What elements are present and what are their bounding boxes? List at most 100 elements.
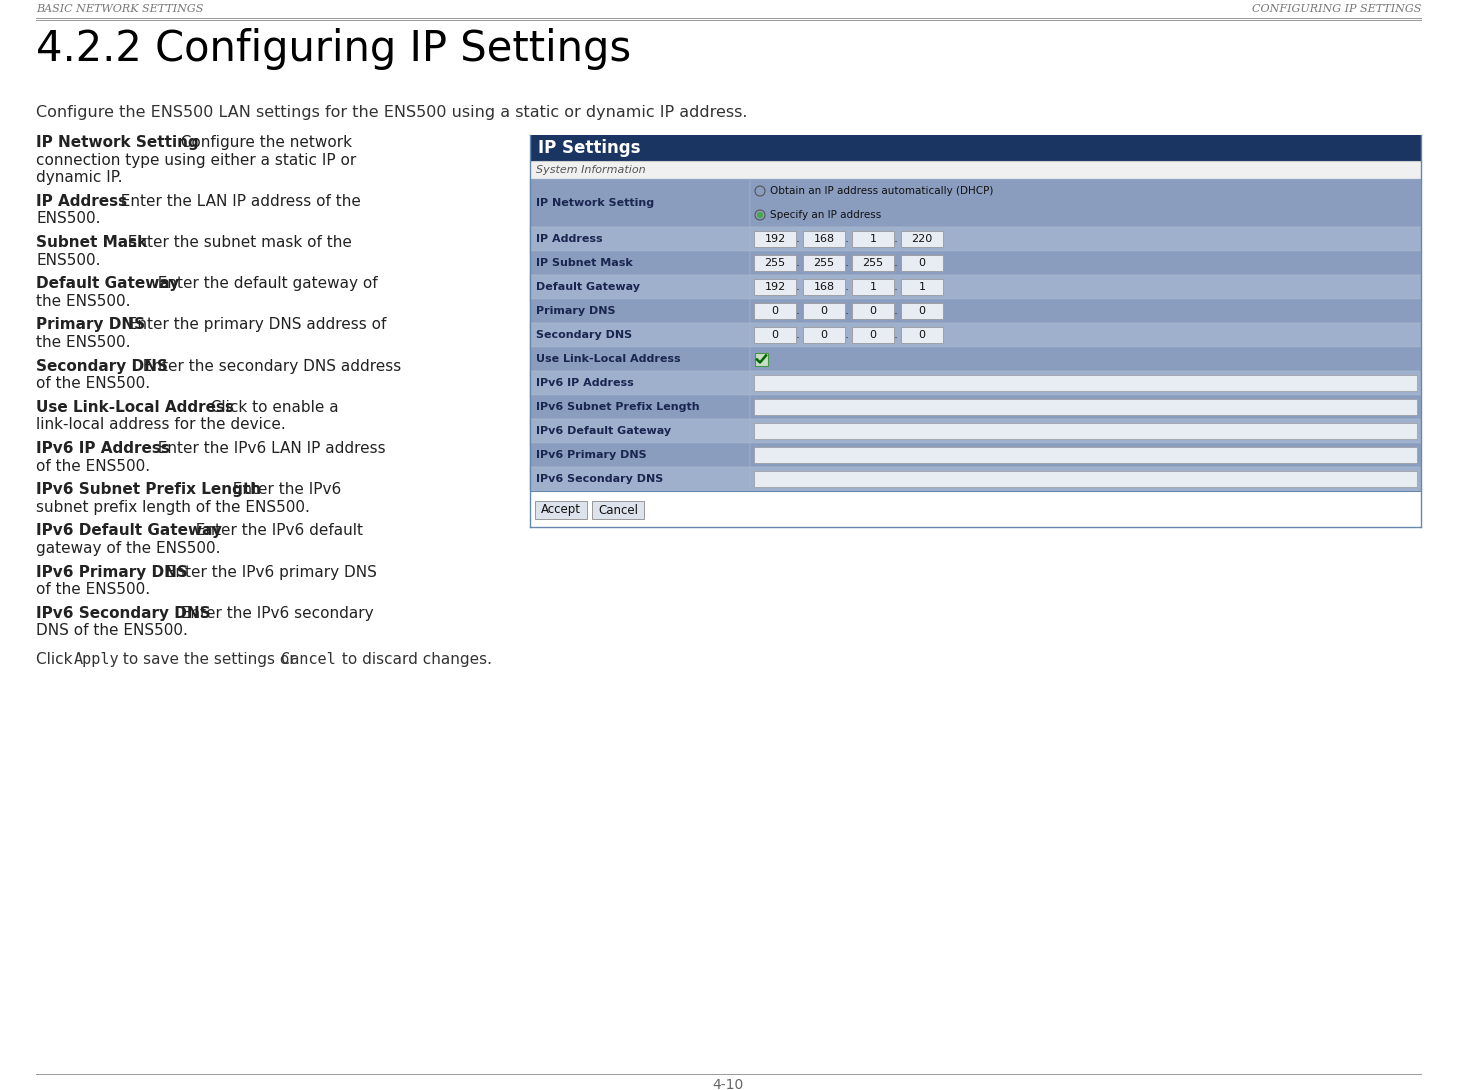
Text: Enter the secondary DNS address: Enter the secondary DNS address [133, 359, 402, 374]
Bar [755, 399, 1418, 415]
Text: Enter the IPv6 primary DNS: Enter the IPv6 primary DNS [156, 565, 376, 580]
Circle shape [758, 211, 763, 218]
Text: IPv6 Primary DNS: IPv6 Primary DNS [36, 565, 188, 580]
Text: Default Gateway: Default Gateway [536, 282, 640, 292]
Bar [900, 327, 943, 343]
Text: 4-10: 4-10 [712, 1078, 743, 1090]
Text: 4.2.2 Configuring IP Settings: 4.2.2 Configuring IP Settings [36, 28, 631, 70]
Bar [750, 227, 1421, 251]
Text: connection type using either a static IP or: connection type using either a static IP… [36, 153, 357, 168]
Text: System Information: System Information [536, 165, 645, 175]
Text: 1: 1 [870, 234, 877, 244]
Text: ENS500.: ENS500. [36, 253, 101, 268]
Text: .: . [796, 328, 800, 341]
Text: 168: 168 [813, 282, 835, 292]
Bar [750, 419, 1421, 443]
Text: Primary DNS: Primary DNS [536, 306, 615, 316]
Text: 0: 0 [918, 258, 925, 268]
Bar [900, 255, 943, 271]
Text: IPv6 Default Gateway: IPv6 Default Gateway [36, 523, 221, 538]
Text: .: . [895, 232, 898, 245]
Bar [755, 231, 796, 247]
Bar [530, 251, 750, 275]
Bar [852, 327, 895, 343]
Bar [803, 303, 845, 319]
Bar [750, 323, 1421, 347]
Text: Obtain an IP address automatically (DHCP): Obtain an IP address automatically (DHCP… [769, 186, 994, 196]
Text: link-local address for the device.: link-local address for the device. [36, 417, 286, 433]
Bar [750, 251, 1421, 275]
Text: Cancel: Cancel [281, 652, 335, 667]
Text: 0: 0 [772, 306, 778, 316]
Text: .: . [796, 232, 800, 245]
Bar [755, 303, 796, 319]
Bar [900, 279, 943, 295]
Text: 255: 255 [813, 258, 835, 268]
Text: the ENS500.: the ENS500. [36, 294, 131, 308]
Text: Secondary DNS: Secondary DNS [36, 359, 168, 374]
Text: IP Settings: IP Settings [538, 140, 641, 157]
Text: CONFIGURING IP SETTINGS: CONFIGURING IP SETTINGS [1252, 4, 1421, 14]
Text: 0: 0 [772, 330, 778, 340]
Bar [530, 227, 750, 251]
Bar [530, 419, 750, 443]
Text: .: . [845, 328, 849, 341]
Text: 0: 0 [820, 306, 828, 316]
Text: Apply: Apply [74, 652, 119, 667]
Text: subnet prefix length of the ENS500.: subnet prefix length of the ENS500. [36, 500, 310, 514]
Text: .: . [845, 304, 849, 317]
Text: IPv6 Primary DNS: IPv6 Primary DNS [536, 450, 647, 460]
Text: 0: 0 [870, 306, 877, 316]
Text: Enter the IPv6 default: Enter the IPv6 default [185, 523, 363, 538]
Text: .: . [845, 280, 849, 293]
Text: of the ENS500.: of the ENS500. [36, 376, 150, 391]
Text: 220: 220 [912, 234, 932, 244]
Bar [592, 501, 644, 519]
Bar [530, 443, 750, 467]
Text: Enter the IPv6 secondary: Enter the IPv6 secondary [170, 606, 373, 621]
Text: IP Network Setting: IP Network Setting [36, 135, 198, 150]
Text: Use Link-Local Address: Use Link-Local Address [536, 354, 680, 364]
Text: .: . [796, 304, 800, 317]
Bar [900, 303, 943, 319]
Bar [750, 347, 1421, 371]
Text: IPv6 Secondary DNS: IPv6 Secondary DNS [36, 606, 211, 621]
Text: .: . [895, 256, 898, 269]
Bar [530, 299, 750, 323]
Text: .: . [796, 256, 800, 269]
Bar [852, 255, 895, 271]
Text: Cancel: Cancel [597, 504, 638, 517]
Text: .: . [895, 304, 898, 317]
Text: the ENS500.: the ENS500. [36, 335, 131, 350]
Text: Enter the default gateway of: Enter the default gateway of [149, 276, 377, 291]
Text: Click: Click [36, 652, 77, 667]
Bar [750, 275, 1421, 299]
Bar [803, 327, 845, 343]
Text: Configure the network: Configure the network [170, 135, 351, 150]
Text: IPv6 IP Address: IPv6 IP Address [536, 378, 634, 388]
Bar [750, 179, 1421, 227]
Bar [755, 327, 796, 343]
Text: IP Address: IP Address [536, 234, 603, 244]
Text: Enter the primary DNS address of: Enter the primary DNS address of [118, 317, 386, 332]
Bar [852, 231, 895, 247]
Bar [530, 395, 750, 419]
Bar [530, 467, 750, 490]
Text: dynamic IP.: dynamic IP. [36, 170, 122, 185]
Text: Accept: Accept [541, 504, 581, 517]
Text: Enter the IPv6: Enter the IPv6 [223, 482, 341, 497]
Text: .: . [845, 256, 849, 269]
Bar [530, 371, 750, 395]
Text: 0: 0 [918, 330, 925, 340]
Text: Primary DNS: Primary DNS [36, 317, 146, 332]
Bar [755, 375, 1418, 391]
Text: to discard changes.: to discard changes. [337, 652, 492, 667]
Text: 0: 0 [918, 306, 925, 316]
Bar [530, 179, 750, 227]
Text: Secondary DNS: Secondary DNS [536, 330, 632, 340]
Bar [750, 467, 1421, 490]
Text: Enter the LAN IP address of the: Enter the LAN IP address of the [111, 194, 361, 209]
Text: IP Subnet Mask: IP Subnet Mask [536, 258, 632, 268]
Bar [530, 347, 750, 371]
Bar [803, 279, 845, 295]
